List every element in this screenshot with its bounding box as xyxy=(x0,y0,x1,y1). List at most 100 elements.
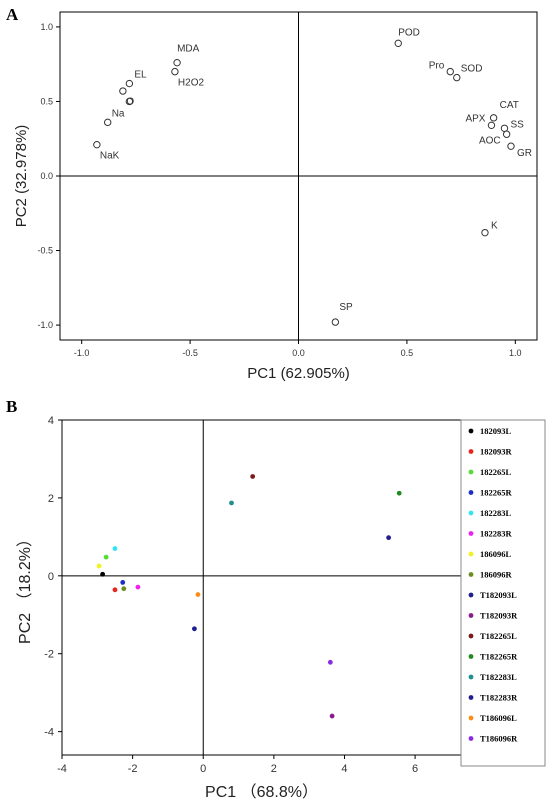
loading-label: CAT xyxy=(500,100,519,111)
loading-label: H2O2 xyxy=(178,78,205,89)
legend-entry: T182283L xyxy=(480,672,517,682)
legend-entry: T182283R xyxy=(480,693,518,703)
loading-point xyxy=(453,73,461,82)
x-tick-label-b: -4 xyxy=(57,763,67,775)
legend-entry: 182283R xyxy=(480,529,513,539)
loading-label: AOC xyxy=(479,135,501,146)
loading-label: APX xyxy=(465,113,485,124)
x-tick-label-b: 0 xyxy=(200,763,206,775)
x-axis-label-a: PC1 (62.905%) xyxy=(247,365,350,382)
legend-marker xyxy=(468,654,474,659)
loading-point xyxy=(173,58,181,67)
legend-box xyxy=(460,419,546,767)
x-tick-label-b: -2 xyxy=(128,763,138,775)
legend-marker xyxy=(468,531,474,536)
loading-point xyxy=(489,114,498,122)
score-point xyxy=(112,546,118,551)
x-axis-label-b: PC1 （68.8%） xyxy=(205,783,318,801)
legend-marker xyxy=(468,736,474,741)
loading-point xyxy=(93,140,101,149)
score-point xyxy=(121,586,127,592)
legend-entry: 182283L xyxy=(480,508,512,518)
loading-label: SP xyxy=(339,302,353,313)
x-tick-label-a: 0.5 xyxy=(401,348,414,358)
score-point xyxy=(120,580,126,585)
score-point xyxy=(229,500,234,506)
x-tick-label-a: 1.0 xyxy=(509,348,522,358)
legend-marker xyxy=(468,613,474,618)
loading-point xyxy=(119,87,127,95)
score-point xyxy=(192,626,197,632)
y-tick-label-a: 1.0 xyxy=(40,22,53,32)
loading-label: MDA xyxy=(177,44,200,55)
loading-point xyxy=(331,318,340,326)
legend-marker xyxy=(468,715,474,721)
x-tick-label-a: 0.0 xyxy=(292,348,305,358)
x-tick-label-b: 4 xyxy=(341,763,347,775)
loading-point xyxy=(502,130,511,138)
loading-point xyxy=(487,121,496,130)
score-point xyxy=(396,490,402,496)
legend-marker xyxy=(468,449,474,454)
panel-label-a: A xyxy=(6,5,19,24)
y-tick-label-a: 0.0 xyxy=(40,171,53,181)
legend-entry: 182265R xyxy=(480,488,513,498)
y-tick-label-b: 4 xyxy=(48,415,54,427)
loading-point xyxy=(394,39,402,48)
legend-entry: 182093L xyxy=(480,426,512,436)
loading-point xyxy=(481,228,489,237)
panel-b: -4 -2 0 2 4 6 4 2 0 -2 -4 B PC1 （68.8%） PC2 （18.2%） 18… xyxy=(6,397,546,801)
y-tick-label-b: -4 xyxy=(44,727,54,739)
loading-label: NaK xyxy=(100,151,120,162)
score-point xyxy=(195,592,201,597)
legend-entry: T182265L xyxy=(480,631,517,641)
legend-marker xyxy=(468,695,474,700)
loading-point xyxy=(125,79,134,88)
x-tick-label-a: -0.5 xyxy=(182,348,198,358)
loading-label: GR xyxy=(517,148,532,159)
panel-a: -1.0 -0.5 0.0 0.5 1.0 1.0 0.5 0.0 -0.5 -1.0 A PC1 (… xyxy=(6,5,538,382)
loading-label: O xyxy=(126,96,134,107)
loading-label: K xyxy=(491,221,498,232)
x-tick-label-a: -1.0 xyxy=(74,348,90,358)
score-point xyxy=(100,571,106,577)
loading-label: SS xyxy=(510,119,524,130)
legend-marker xyxy=(468,469,474,475)
score-point xyxy=(250,474,256,479)
score-point xyxy=(112,587,118,593)
legend-marker xyxy=(468,428,474,434)
legend-entry: 186096L xyxy=(480,549,512,559)
score-point xyxy=(96,563,102,569)
legend-entry: T186096L xyxy=(480,713,517,723)
loading-point xyxy=(171,67,179,76)
legend-marker xyxy=(468,572,474,577)
loading-point xyxy=(125,97,134,106)
y-axis-label-a: PC2 (32.978%) xyxy=(13,125,30,228)
x-tick-label-b: 2 xyxy=(271,763,277,775)
loading-label: Pro xyxy=(429,61,445,72)
y-tick-label-a: 0.5 xyxy=(40,96,53,106)
y-tick-label-b: 0 xyxy=(48,571,54,583)
score-point xyxy=(103,554,109,560)
panel-label-b: B xyxy=(6,397,17,416)
y-tick-label-a: -1.0 xyxy=(37,320,53,330)
score-point xyxy=(327,659,333,665)
legend-entry: T182265R xyxy=(480,652,518,662)
y-tick-label-a: -0.5 xyxy=(37,246,53,256)
y-axis-label-b: PC2 （18.2%） xyxy=(16,531,34,644)
legend-entry: T182093R xyxy=(480,611,518,621)
loading-point xyxy=(500,124,509,132)
y-tick-label-b: 2 xyxy=(48,493,54,505)
x-tick-label-b: 6 xyxy=(412,763,418,775)
legend-marker xyxy=(468,592,474,598)
loading-label: SOD xyxy=(461,64,483,75)
loading-point xyxy=(507,142,515,150)
legend-marker xyxy=(468,674,474,680)
score-point xyxy=(135,584,141,590)
legend-marker xyxy=(468,510,474,516)
loading-point xyxy=(446,67,454,76)
score-point xyxy=(386,535,392,541)
legend-entry: 182093R xyxy=(480,447,513,457)
loading-label: EL xyxy=(134,70,147,81)
